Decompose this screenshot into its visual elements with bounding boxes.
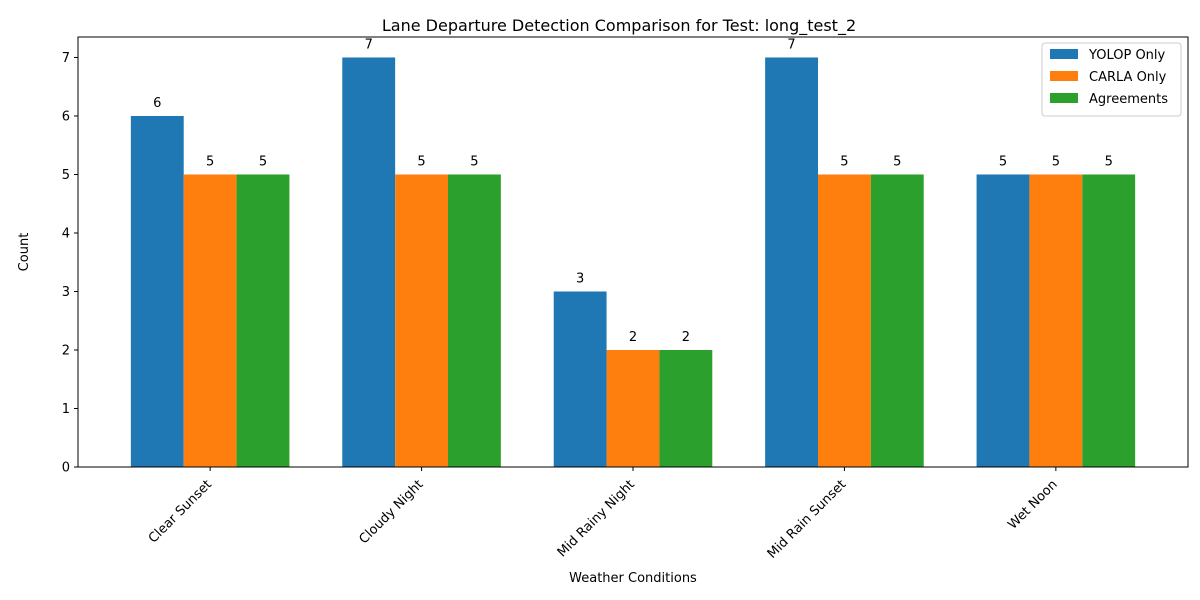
bar <box>976 174 1030 468</box>
y-axis: 0 1 2 3 4 5 6 7 <box>62 51 78 476</box>
bars-group <box>130 57 1136 468</box>
bar-value-label: 5 <box>470 154 478 169</box>
y-tick-label: 5 <box>62 168 70 183</box>
y-axis-label: Count <box>17 233 32 272</box>
bar-value-label: 2 <box>629 330 637 345</box>
legend-label: CARLA Only <box>1089 70 1167 85</box>
y-tick-label: 1 <box>62 402 70 417</box>
bar <box>342 57 396 467</box>
x-axis-label: Weather Conditions <box>569 571 697 586</box>
chart-title: Lane Departure Detection Comparison for … <box>382 16 856 36</box>
bar-value-label: 5 <box>1052 154 1060 169</box>
y-tick-label: 0 <box>62 461 70 476</box>
bar <box>765 57 818 467</box>
legend-swatch <box>1050 49 1078 59</box>
bar-labels-group: 6 7 3 7 5 5 5 2 5 5 5 5 2 5 5 <box>153 37 1113 345</box>
legend-swatch <box>1050 71 1078 81</box>
bar <box>870 174 924 468</box>
bar <box>395 174 448 468</box>
bar <box>236 174 290 468</box>
bar <box>1082 174 1136 468</box>
bar-value-label: 5 <box>893 154 901 169</box>
bar <box>130 115 184 468</box>
bar-value-label: 7 <box>787 37 795 52</box>
y-tick-label: 7 <box>62 51 70 66</box>
bar <box>818 174 871 468</box>
legend-label: YOLOP Only <box>1088 48 1166 63</box>
plot-frame <box>77 36 1189 468</box>
bar-value-label: 5 <box>1105 154 1113 169</box>
bar <box>606 349 660 467</box>
bar <box>553 291 607 467</box>
bar-value-label: 6 <box>153 96 161 111</box>
bar <box>659 349 713 467</box>
bar-value-label: 5 <box>840 154 848 169</box>
bar-value-label: 3 <box>576 271 584 286</box>
bar-value-label: 2 <box>682 330 690 345</box>
bar <box>448 174 501 468</box>
bar-value-label: 7 <box>365 37 373 52</box>
legend: YOLOP Only CARLA Only Agreements <box>1041 42 1182 117</box>
bar <box>183 174 237 468</box>
y-tick-label: 4 <box>62 226 70 241</box>
y-tick-label: 6 <box>62 109 70 124</box>
legend-label: Agreements <box>1089 92 1168 107</box>
legend-swatch <box>1050 93 1078 103</box>
y-tick-label: 2 <box>62 343 70 358</box>
bar-value-label: 5 <box>417 154 425 169</box>
y-tick-label: 3 <box>62 285 70 300</box>
bar-value-label: 5 <box>259 154 267 169</box>
bar <box>1029 174 1083 468</box>
bar-value-label: 5 <box>999 154 1007 169</box>
bar-value-label: 5 <box>206 154 214 169</box>
